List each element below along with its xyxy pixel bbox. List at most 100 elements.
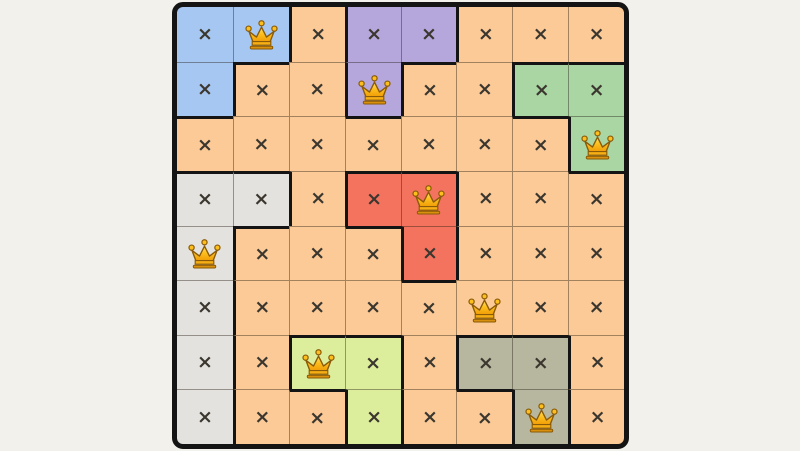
x-mark: × — [420, 297, 437, 320]
cell-r2-c5-orange[interactable]: × — [456, 116, 513, 171]
cell-r3-c1-light-gray[interactable]: × — [232, 170, 289, 226]
x-mark: × — [532, 187, 549, 210]
cell-r7-c1-orange[interactable]: × — [232, 389, 289, 444]
cell-r1-c4-orange[interactable]: × — [400, 61, 457, 117]
cell-r4-c1-orange[interactable]: × — [232, 225, 289, 281]
x-mark: × — [310, 187, 327, 210]
gold-crown-icon — [188, 238, 222, 269]
gold-crown-icon — [525, 402, 558, 433]
cell-r5-c1-orange[interactable]: × — [232, 280, 289, 335]
cell-r6-c3-yellow-green[interactable]: × — [344, 334, 401, 390]
x-mark: × — [588, 241, 605, 264]
x-mark: × — [253, 188, 270, 211]
cell-r3-c2-orange[interactable]: × — [288, 170, 345, 226]
x-mark: × — [309, 132, 326, 155]
cell-r1-c2-orange[interactable]: × — [288, 61, 345, 117]
cell-r6-c1-orange[interactable]: × — [232, 334, 289, 390]
cell-r1-c6-green[interactable]: × — [512, 61, 569, 117]
cell-r2-c2-orange[interactable]: × — [288, 116, 345, 171]
x-mark: × — [420, 132, 437, 155]
gold-crown-icon — [357, 75, 391, 105]
cell-r1-c7-green[interactable]: × — [568, 61, 624, 117]
cell-r1-c1-orange[interactable]: × — [232, 61, 289, 117]
cell-r7-c2-orange[interactable]: × — [288, 389, 345, 444]
cell-r2-c4-orange[interactable]: × — [400, 116, 457, 171]
cell-r7-c4-orange[interactable]: × — [400, 389, 457, 444]
cell-r4-c2-orange[interactable]: × — [288, 225, 345, 281]
cell-r4-c0-light-gray[interactable] — [177, 225, 233, 281]
cell-r4-c7-orange[interactable]: × — [568, 225, 624, 281]
cell-r0-c1-blue[interactable] — [232, 7, 289, 62]
cell-r2-c0-orange[interactable]: × — [177, 116, 233, 171]
cell-r5-c3-orange[interactable]: × — [344, 280, 401, 335]
cell-r3-c5-orange[interactable]: × — [456, 170, 513, 226]
cell-r6-c0-light-gray[interactable]: × — [177, 334, 233, 390]
cell-r4-c4-red[interactable]: × — [400, 225, 457, 281]
cell-r7-c7-orange[interactable]: × — [568, 389, 624, 444]
cell-r0-c0-blue[interactable]: × — [177, 7, 233, 62]
cell-r0-c4-purple[interactable]: × — [400, 7, 457, 62]
cell-r4-c3-orange[interactable]: × — [344, 225, 401, 281]
cell-r0-c7-orange[interactable]: × — [568, 7, 624, 62]
cell-r3-c3-red[interactable]: × — [344, 170, 401, 226]
x-mark: × — [532, 22, 549, 45]
cell-r5-c6-orange[interactable]: × — [512, 280, 569, 335]
x-mark: × — [476, 77, 493, 100]
x-mark: × — [421, 405, 438, 428]
cell-r5-c7-orange[interactable]: × — [568, 280, 624, 335]
cell-r1-c5-orange[interactable]: × — [456, 61, 513, 117]
queens-puzzle-board: × × × × × × × × × × × × × × × × × × × × × × × × × × × × × × × × × × × × × × × ×… — [172, 2, 629, 449]
cell-r3-c6-orange[interactable]: × — [512, 170, 569, 226]
x-mark: × — [366, 22, 383, 45]
cell-r2-c1-orange[interactable]: × — [232, 116, 289, 171]
cell-r0-c5-orange[interactable]: × — [456, 7, 513, 62]
cell-r2-c7-green[interactable] — [568, 116, 624, 171]
cell-r7-c0-light-gray[interactable]: × — [177, 389, 233, 444]
cell-r5-c4-orange[interactable]: × — [400, 280, 457, 335]
cell-r3-c7-orange[interactable]: × — [568, 170, 624, 226]
x-mark: × — [420, 22, 437, 45]
gold-crown-icon — [581, 129, 614, 160]
cell-r0-c2-orange[interactable]: × — [288, 7, 345, 62]
x-mark: × — [309, 241, 326, 264]
cell-r3-c4-red[interactable] — [400, 170, 457, 226]
x-mark: × — [196, 405, 213, 428]
cell-r6-c2-yellow-green[interactable] — [288, 334, 345, 390]
x-mark: × — [589, 351, 606, 374]
x-mark: × — [309, 77, 326, 100]
cell-r0-c6-orange[interactable]: × — [512, 7, 569, 62]
cell-r5-c5-orange[interactable] — [456, 280, 513, 335]
x-mark: × — [532, 352, 549, 375]
x-mark: × — [477, 352, 494, 375]
cell-r6-c5-olive-gray[interactable]: × — [456, 334, 513, 390]
x-mark: × — [196, 22, 213, 45]
cell-r0-c3-purple[interactable]: × — [344, 7, 401, 62]
cell-r6-c4-orange[interactable]: × — [400, 334, 457, 390]
x-mark: × — [365, 133, 382, 156]
cell-r7-c3-yellow-green[interactable]: × — [344, 389, 401, 444]
cell-r7-c5-orange[interactable]: × — [456, 389, 513, 444]
x-mark: × — [253, 132, 270, 155]
x-mark: × — [196, 296, 213, 319]
x-mark: × — [477, 241, 494, 264]
x-mark: × — [254, 296, 271, 319]
cell-r6-c6-olive-gray[interactable]: × — [512, 334, 569, 390]
cell-r5-c2-orange[interactable]: × — [288, 280, 345, 335]
cell-r7-c6-olive-gray[interactable] — [512, 389, 569, 444]
x-mark: × — [254, 351, 271, 374]
x-mark: × — [366, 188, 383, 211]
x-mark: × — [365, 352, 382, 375]
cell-r4-c5-orange[interactable]: × — [456, 225, 513, 281]
x-mark: × — [309, 296, 326, 319]
cell-r1-c3-purple[interactable] — [344, 61, 401, 117]
cell-r6-c7-orange[interactable]: × — [568, 334, 624, 390]
cell-r1-c0-blue[interactable]: × — [177, 61, 233, 117]
cell-r3-c0-light-gray[interactable]: × — [177, 170, 233, 226]
x-mark: × — [533, 78, 550, 101]
x-mark: × — [309, 406, 326, 429]
cell-r4-c6-orange[interactable]: × — [512, 225, 569, 281]
x-mark: × — [588, 188, 605, 211]
cell-r2-c3-orange[interactable]: × — [344, 116, 401, 171]
cell-r2-c6-orange[interactable]: × — [512, 116, 569, 171]
cell-r5-c0-light-gray[interactable]: × — [177, 280, 233, 335]
